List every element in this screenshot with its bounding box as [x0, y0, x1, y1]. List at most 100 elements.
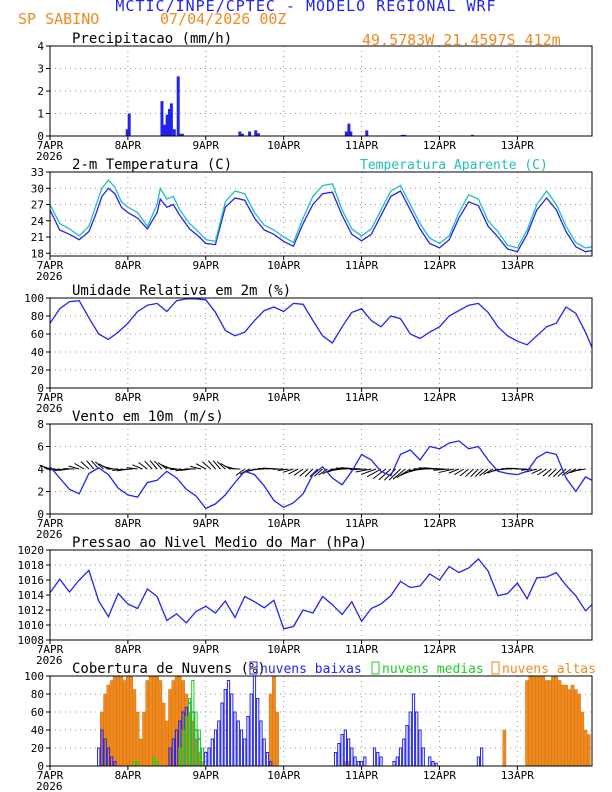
cloud-low-bar	[246, 716, 250, 767]
y-tick-label: 20	[31, 364, 44, 377]
precip-bar	[169, 103, 173, 136]
y-tick-label: 60	[31, 328, 44, 341]
x-tick-label: 13APR	[501, 391, 534, 404]
wind-barb	[165, 467, 177, 470]
cloud-low-bar	[398, 747, 403, 767]
wind-barb	[138, 462, 148, 470]
cloud-high-bar	[560, 684, 565, 767]
cloud-low-bar	[340, 734, 344, 767]
y-tick-label: 40	[31, 724, 44, 737]
precip-bar	[349, 131, 353, 136]
precip-bar	[176, 76, 180, 136]
cloud-high-bar	[577, 693, 581, 767]
wind-barb	[366, 468, 382, 478]
cloud-low-bar	[402, 738, 406, 767]
cloud-low-bar	[239, 729, 244, 767]
x-tick-label: 8APR	[115, 139, 142, 152]
cloud-high-bar	[119, 675, 124, 767]
wind-barb	[454, 468, 465, 476]
wind-barb	[154, 460, 163, 470]
cloud-low-bar	[356, 761, 360, 767]
cloud-low-bar	[236, 720, 240, 767]
cloud-low-bar	[428, 756, 432, 767]
cloud-low-bar	[363, 756, 367, 767]
y-tick-label: 2	[37, 486, 44, 499]
x-tick-label: 7APR	[37, 259, 64, 272]
y-tick-label: 4	[37, 463, 44, 476]
wind-barb	[574, 468, 586, 472]
slp-series-line	[49, 558, 593, 630]
precip-bar	[180, 133, 184, 136]
x-tick-label: 9APR	[193, 391, 220, 404]
cloud-low-bar	[217, 720, 221, 767]
wind-barb	[459, 468, 469, 477]
cloud-legend-swatch	[249, 661, 258, 675]
x-year-label: 2026	[36, 528, 63, 541]
cloud-low-bar	[480, 747, 484, 767]
cloud-high-bar	[547, 680, 552, 767]
wind-barb	[396, 468, 411, 479]
wind-barb	[293, 468, 304, 476]
cloud-high-bar	[586, 734, 591, 767]
cloud-high-bar	[531, 675, 536, 767]
cloud-low-bar	[408, 711, 412, 767]
cloud-high-bar	[567, 689, 572, 767]
cloud-high-bar	[570, 684, 575, 767]
cloud-low-bar	[252, 675, 257, 767]
cloud-low-bar	[230, 693, 234, 767]
y-tick-label: 1018	[18, 559, 45, 572]
cloud-high-bar	[158, 680, 163, 767]
cloud-high-bar	[564, 684, 568, 767]
cloud-low-bar	[359, 761, 364, 767]
temp-series-line	[49, 187, 593, 253]
y-tick-label: 0	[37, 382, 44, 395]
wind-barb	[360, 468, 377, 475]
wind-barb	[43, 467, 55, 470]
x-tick-label: 7APR	[37, 391, 64, 404]
wind-barb	[304, 468, 314, 478]
cloud-low-bar	[243, 738, 247, 767]
page-title: MCTIC/INPE/CPTEC - MODELO REGIONAL WRF	[115, 0, 497, 15]
cloud-low-bar	[233, 711, 237, 767]
x-tick-label: 12APR	[423, 643, 456, 656]
wind-barb	[557, 468, 567, 477]
y-tick-label: 4	[37, 40, 44, 53]
precip-bar	[400, 134, 404, 136]
wind-barb	[207, 460, 216, 470]
x-tick-label: 7APR	[37, 643, 64, 656]
y-tick-label: 100	[24, 292, 44, 305]
x-tick-label: 7APR	[37, 769, 64, 782]
x-tick-label: 7APR	[37, 517, 64, 530]
precip-bar	[403, 134, 407, 136]
cloud-high-bar	[538, 675, 542, 767]
y-tick-label: 33	[31, 166, 44, 179]
cloud-high-bar	[165, 720, 169, 767]
precip-bar	[167, 109, 171, 136]
wind-barb	[372, 468, 387, 480]
precip-bar	[347, 123, 351, 136]
cloud-high-bar	[135, 711, 140, 767]
x-tick-label: 12APR	[423, 769, 456, 782]
y-tick-label: 6	[37, 441, 44, 454]
temp-series-line	[49, 179, 593, 249]
x-tick-label: 10APR	[267, 139, 300, 152]
wind-barb	[68, 465, 80, 470]
x-tick-label: 7APR	[37, 139, 64, 152]
y-tick-label: 1016	[18, 574, 45, 587]
cloud-high-bar	[268, 693, 273, 767]
y-tick-label: 60	[31, 706, 44, 719]
wind-barb	[553, 468, 562, 478]
x-tick-label: 13APR	[501, 517, 534, 530]
cloud-low-bar	[392, 761, 396, 767]
x-tick-label: 13APR	[501, 139, 534, 152]
cloud-low-bar	[395, 756, 399, 767]
wind-barb	[144, 460, 153, 470]
cloud-low-bar	[207, 747, 211, 767]
x-tick-label: 10APR	[267, 517, 300, 530]
y-tick-label: 100	[24, 670, 44, 683]
cloud-low-bar	[476, 756, 481, 767]
cloud-legend-label: nuvens medias	[382, 662, 484, 677]
cloud-high-bar	[155, 675, 159, 767]
